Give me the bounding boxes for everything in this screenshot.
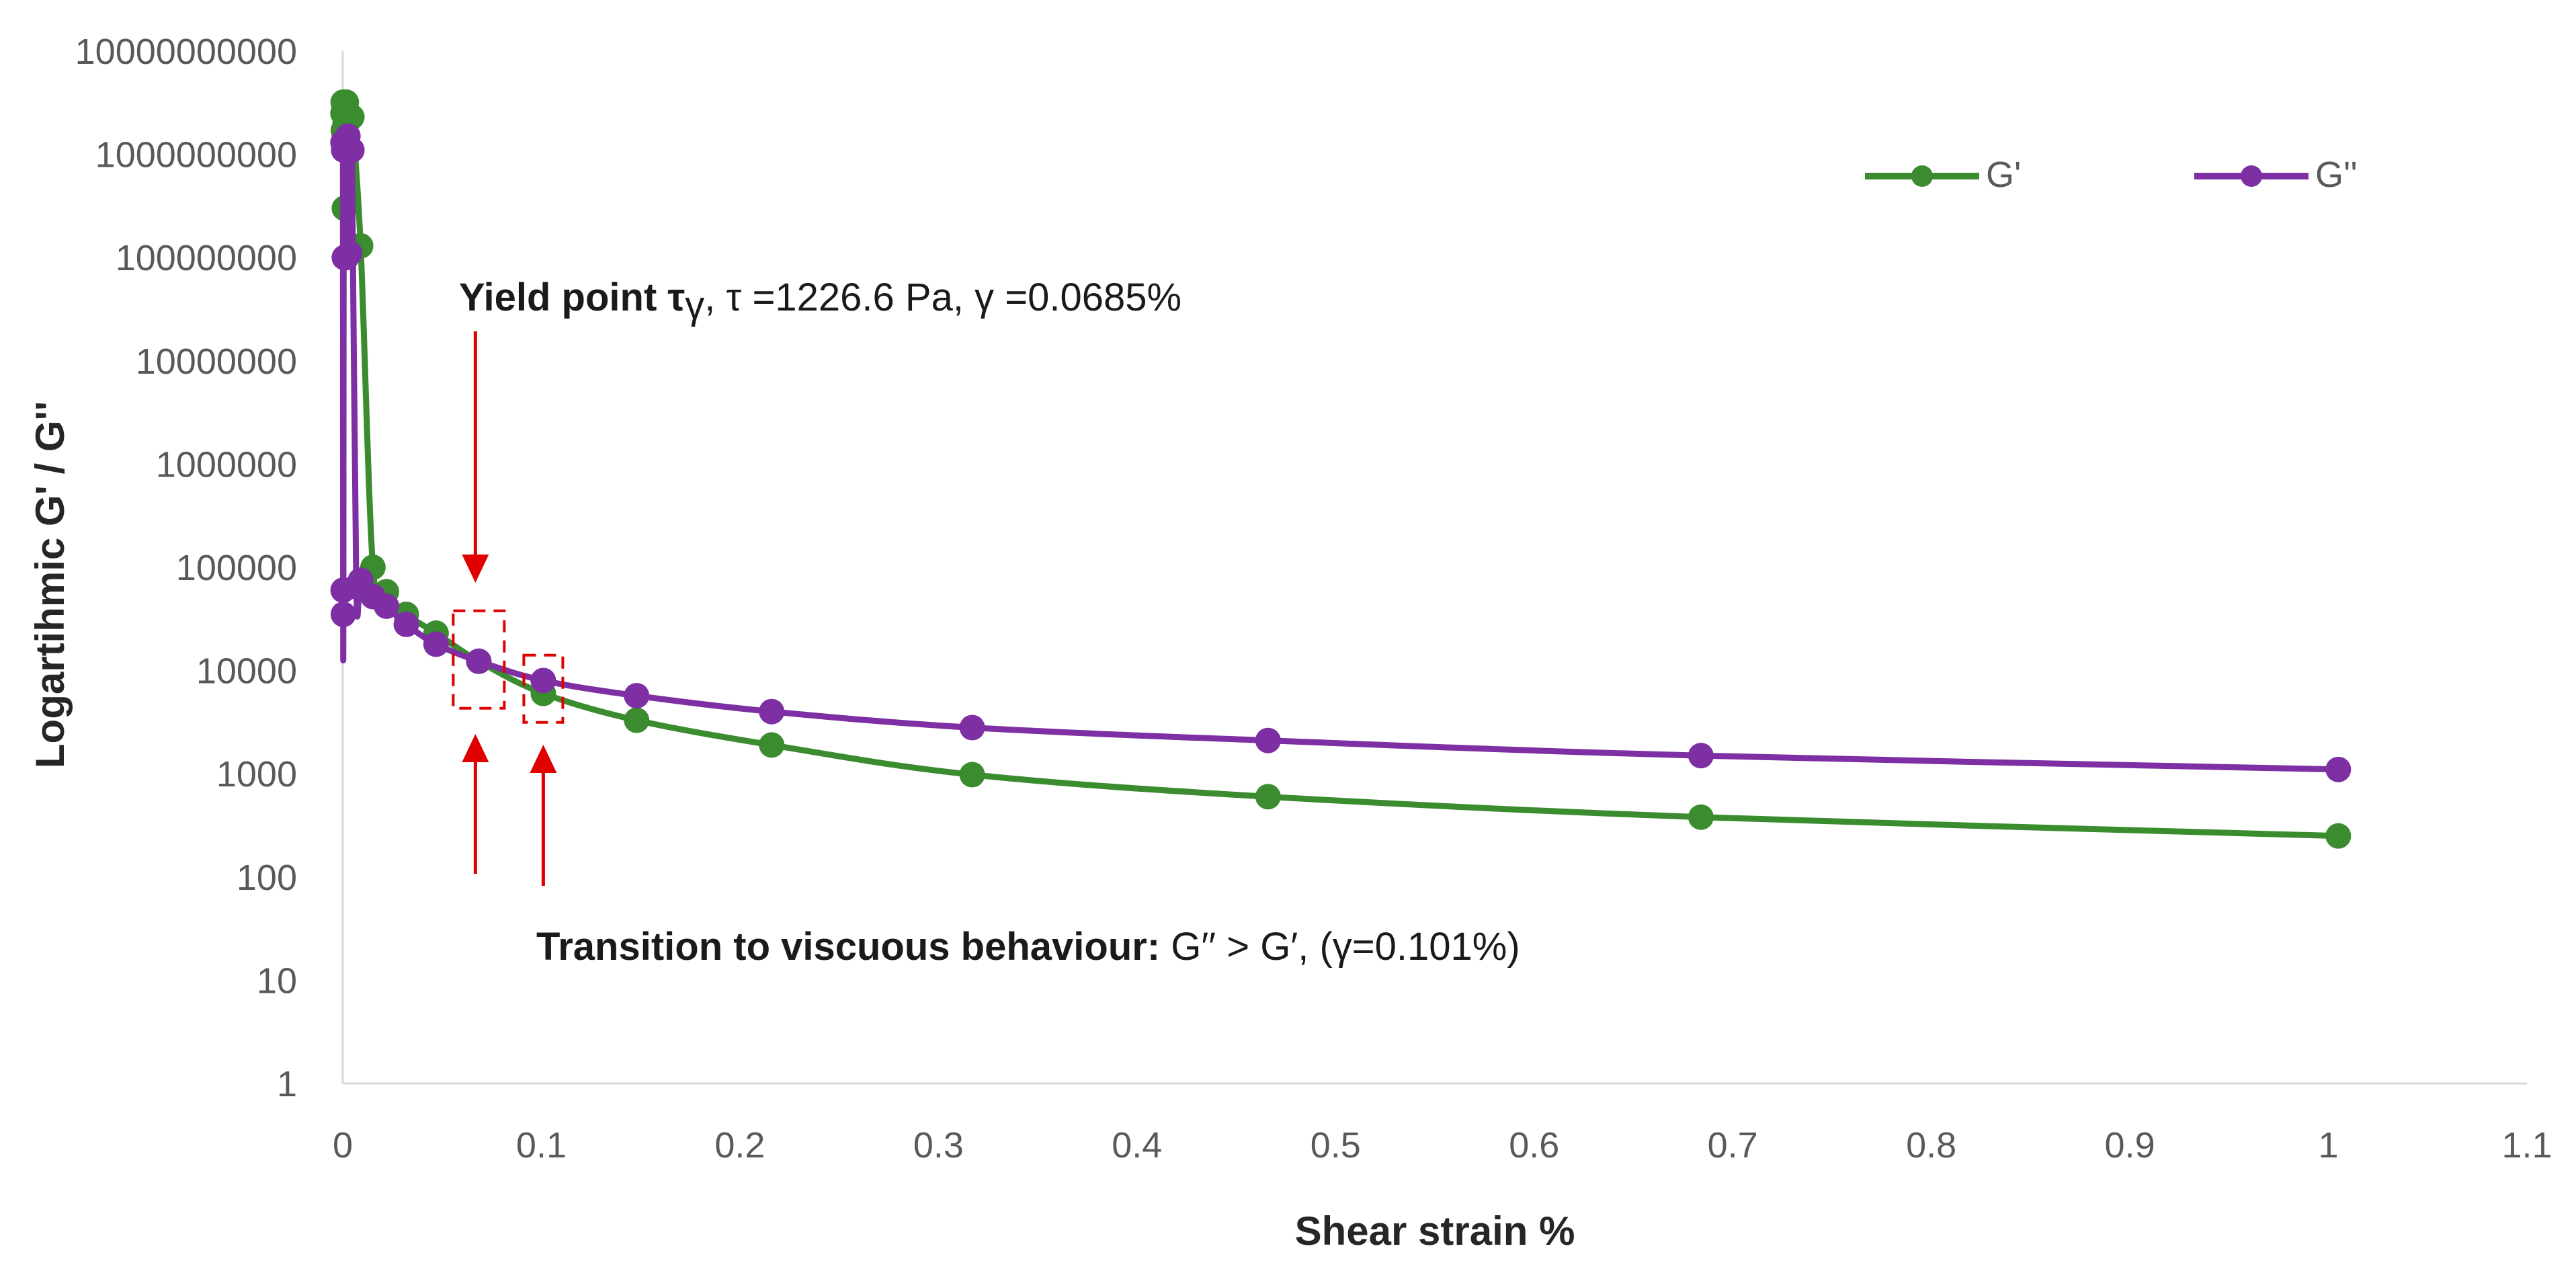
y-tick-label: 1: [277, 1064, 297, 1104]
series-gdoubleprime-point: [423, 631, 449, 657]
y-tick-label: 10000000: [136, 341, 297, 382]
series-gdoubleprime-point: [393, 611, 419, 637]
x-tick-label: 0.9: [2105, 1125, 2155, 1165]
series-gdoubleprime-point: [759, 698, 785, 725]
y-tick-label: 1000: [216, 754, 297, 794]
x-tick-label: 0.7: [1708, 1125, 1758, 1165]
x-tick-label: 0.6: [1509, 1125, 1559, 1165]
yield-point-annotation: Yield point τγ, τ =1226.6 Pa, γ =0.0685%: [459, 276, 1181, 327]
series-gdoubleprime-point: [2325, 756, 2352, 782]
y-tick-label: 100: [237, 858, 297, 898]
series-gprime-point: [624, 707, 650, 733]
series-gprime-point: [1688, 804, 1714, 830]
series-gdoubleprime-point: [624, 683, 650, 709]
transition-annotation: Transition to viscuous behaviour: G′′ > …: [536, 925, 1520, 969]
yield-point-label: Yield point τ: [459, 276, 685, 319]
legend: G' G'': [1865, 155, 2358, 195]
series-gdoubleprime-point: [330, 602, 356, 628]
legend-gdoubleprime-label: G'': [2315, 155, 2358, 195]
y-tick-label: 10000: [196, 651, 297, 692]
series-gprime-point: [959, 762, 985, 788]
x-tick-label: 0.5: [1311, 1125, 1361, 1165]
yield-down-arrow-head: [462, 555, 489, 583]
transition-values: G′′ > G′, (γ=0.101%): [1160, 925, 1520, 969]
crossover-box: [522, 653, 565, 724]
x-tick-label: 0.8: [1906, 1125, 1956, 1165]
x-tick-label: 0.3: [913, 1125, 964, 1165]
x-tick-label: 1.1: [2501, 1125, 2552, 1165]
x-tick-label: 0: [333, 1125, 353, 1165]
yield-point-subscript: γ: [685, 284, 704, 327]
transition-label: Transition to viscuous behaviour:: [536, 925, 1160, 969]
annotations: [452, 331, 565, 886]
series-gdoubleprime-line: [339, 133, 2339, 773]
series-gprime-point: [759, 732, 785, 758]
series-gprime-point: [2325, 823, 2352, 849]
x-tick-label: 0.2: [714, 1125, 765, 1165]
series-gdoubleprime-point: [466, 648, 492, 674]
legend-gdoubleprime-marker: [2241, 165, 2262, 187]
series-gdoubleprime-point: [1255, 727, 1281, 753]
y-axis-title: Logartihmic G' / G'': [28, 401, 73, 768]
y-tick-label: 1000000: [156, 444, 297, 485]
series-gprime-point: [339, 104, 365, 130]
yield-point-values: , τ =1226.6 Pa, γ =0.0685%: [704, 276, 1181, 319]
series-gdoubleprime-point: [339, 137, 365, 163]
crossover-up-arrow-head: [530, 745, 557, 773]
x-axis-title: Shear strain %: [1295, 1209, 1575, 1254]
series-gdoubleprime-point: [959, 714, 985, 741]
x-tick-label: 0.1: [516, 1125, 567, 1165]
series-gprime-point: [1255, 784, 1281, 810]
yield-up-arrow-head: [462, 734, 489, 762]
x-tick-label: 0.4: [1112, 1125, 1162, 1165]
legend-gprime-label: G': [1986, 155, 2021, 195]
y-tick-label: 1000000000: [95, 135, 297, 175]
y-tick-label: 10: [257, 960, 297, 1001]
axes: 0 0.1 0.2 0.3 0.4 0.5 0.6 0.7 0.8 0.9 1 1.1 1 10 100 10…: [75, 32, 2552, 1165]
series-gdoubleprime-point: [374, 593, 399, 619]
yield-point-box: [452, 609, 506, 710]
y-tick-label: 10000000000: [75, 32, 297, 72]
series-gdoubleprime-point: [337, 240, 363, 266]
y-tick-label: 100000: [176, 548, 297, 588]
series-gdoubleprime-point: [1688, 743, 1714, 769]
legend-gprime-marker: [1911, 165, 1933, 187]
series-gdoubleprime-point: [530, 667, 556, 694]
series: [330, 89, 2352, 849]
x-tick-label: 1: [2319, 1125, 2339, 1165]
y-tick-label: 100000000: [116, 238, 297, 278]
